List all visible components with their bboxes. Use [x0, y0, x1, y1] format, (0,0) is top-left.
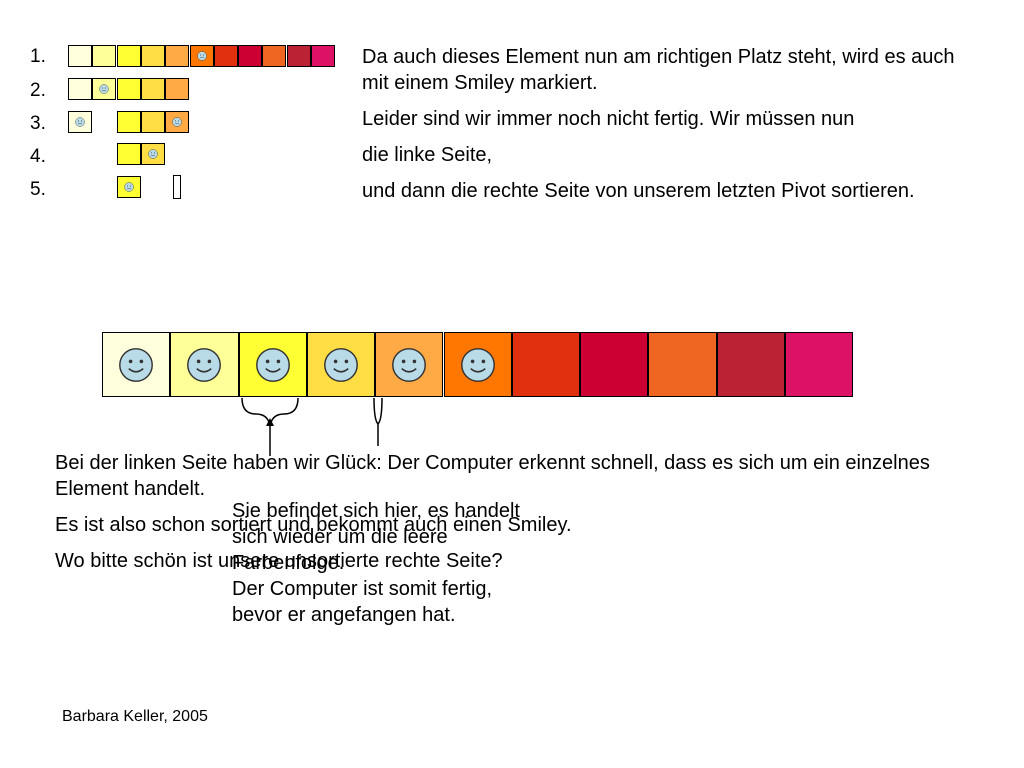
step-cell — [165, 111, 190, 133]
step-cell — [238, 45, 263, 67]
color-cell — [716, 332, 785, 397]
empty-slot — [173, 175, 182, 199]
left-arrow-head-icon — [266, 418, 274, 426]
smiley-icon — [460, 347, 495, 382]
step-label-1: 1. — [30, 46, 46, 67]
step-cell — [68, 45, 92, 67]
color-cell — [238, 332, 307, 397]
author-footer: Barbara Keller, 2005 — [62, 708, 208, 725]
step-cell — [311, 45, 335, 67]
step-cell — [116, 111, 141, 133]
bottom-text: Bei der linken Seite haben wir Glück: De… — [55, 450, 955, 574]
step-label-4: 4. — [30, 146, 46, 167]
step-cell — [262, 45, 287, 67]
step-cell — [92, 78, 117, 100]
step-cell — [140, 45, 165, 67]
bottom-paragraph-2: Es ist also schon sortiert und bekommt a… — [55, 514, 572, 536]
smiley-icon — [123, 182, 134, 192]
smiley-icon — [99, 84, 109, 94]
step-cell — [116, 45, 141, 67]
smiley-icon — [172, 117, 182, 127]
color-cell — [580, 332, 649, 397]
explanation-paragraph-1: Da auch dieses Element nun am richtigen … — [362, 46, 955, 94]
step-cell — [189, 45, 214, 67]
smiley-icon — [196, 51, 207, 61]
step-cell — [92, 45, 117, 67]
color-cell — [785, 332, 854, 397]
smiley-icon — [119, 347, 154, 382]
step-cell — [116, 143, 141, 165]
step-cell — [140, 111, 165, 133]
smiley-icon — [324, 347, 358, 382]
step-cell — [165, 78, 190, 100]
step-cell — [68, 78, 92, 100]
explanation-paragraph-4: und dann die rechte Seite von unserem le… — [362, 180, 915, 202]
step-cell — [213, 45, 238, 67]
step-cell — [68, 111, 92, 133]
bottom-paragraph-1: Bei der linken Seite haben wir Glück: De… — [55, 452, 930, 500]
smiley-icon — [187, 347, 222, 382]
step-cell — [140, 143, 165, 165]
step-cell — [286, 45, 311, 67]
explanation-paragraph-2: Leider sind wir immer noch nicht fertig.… — [362, 108, 855, 130]
step-cell — [165, 45, 190, 67]
color-cell — [511, 332, 581, 397]
smiley-icon — [75, 117, 85, 127]
color-cell — [306, 332, 376, 397]
color-cell — [375, 332, 444, 397]
smiley-icon — [148, 149, 158, 159]
color-cell — [443, 332, 512, 397]
brace-arrow-diagram — [241, 397, 383, 456]
step-label-5: 5. — [30, 179, 46, 200]
smiley-icon — [255, 347, 290, 382]
color-cell — [648, 332, 717, 397]
overlay-note: Sie befindet sich hier, es handelt sich … — [232, 500, 520, 626]
color-cell — [102, 332, 171, 397]
color-cell — [170, 332, 239, 397]
explanation-paragraph-3: die linke Seite, — [362, 144, 493, 166]
smiley-icon — [392, 347, 427, 382]
step-cell — [140, 78, 165, 100]
right-brace-icon — [373, 397, 383, 426]
bottom-paragraph-3: Wo bitte schön ist unsere unsortierte re… — [55, 550, 503, 572]
step-cell — [116, 78, 141, 100]
explanation-text: Da auch dieses Element nun am richtigen … — [362, 44, 982, 204]
step-label-2: 2. — [30, 80, 46, 101]
step-label-3: 3. — [30, 113, 46, 134]
step-cell — [116, 176, 141, 198]
